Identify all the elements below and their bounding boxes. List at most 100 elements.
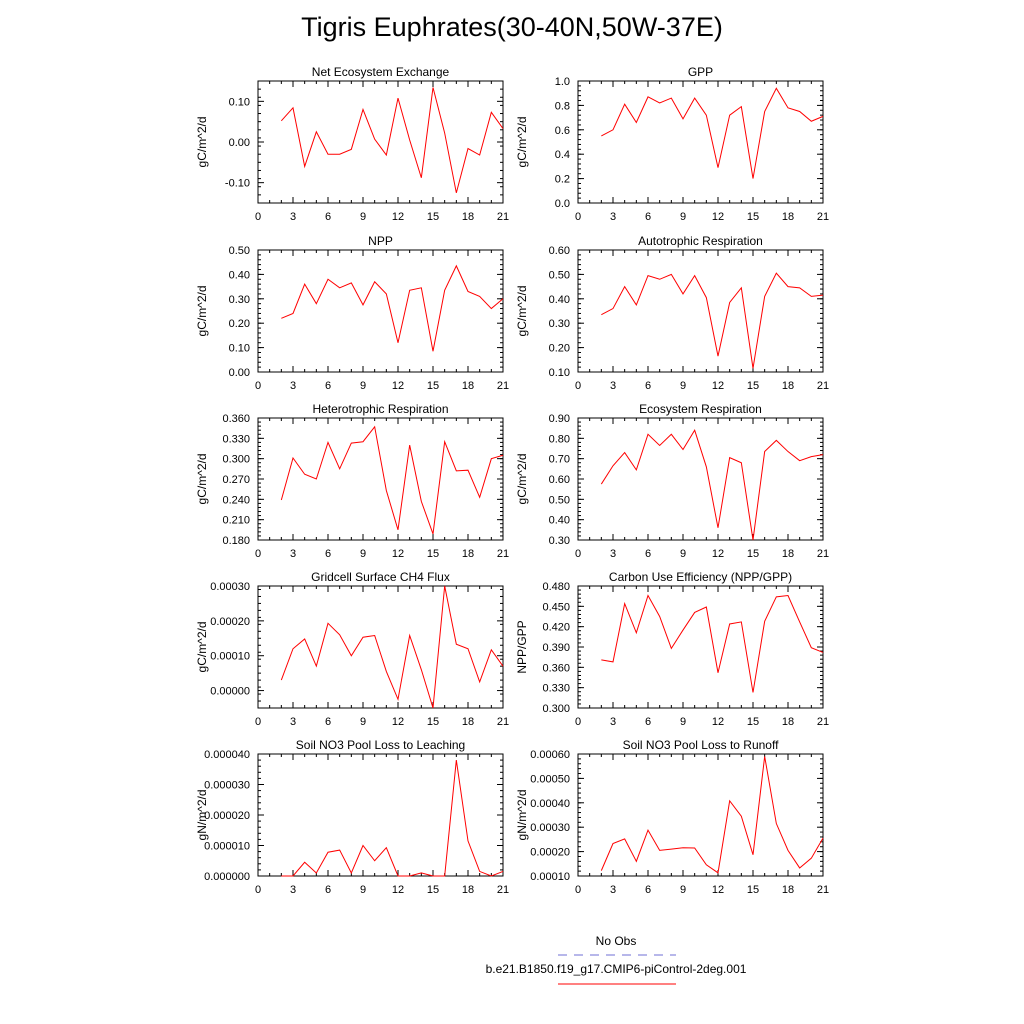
y-tick-label: 0.000040 bbox=[204, 749, 250, 761]
plot-frame bbox=[577, 80, 824, 204]
y-tick-label: 1.0 bbox=[555, 76, 570, 88]
y-tick-label: 0.30 bbox=[229, 294, 250, 306]
y-tick-label: 0.00020 bbox=[530, 847, 570, 859]
x-tick-label: 6 bbox=[645, 716, 651, 728]
x-tick-label: 18 bbox=[782, 548, 794, 560]
y-tick-label: 0.4 bbox=[555, 149, 570, 161]
plot-frame bbox=[577, 585, 824, 709]
y-tick-label: 0.40 bbox=[229, 269, 250, 281]
y-tick-label: 0.30 bbox=[549, 535, 570, 547]
x-tick-label: 3 bbox=[610, 548, 616, 560]
x-tick-label: 6 bbox=[325, 548, 331, 560]
y-tick-label: 0.70 bbox=[549, 454, 570, 466]
x-tick-label: 6 bbox=[645, 884, 651, 896]
x-tick-label: 9 bbox=[680, 211, 686, 223]
y-axis-label: gC/m^2/d bbox=[195, 454, 209, 505]
y-axis-label: gC/m^2/d bbox=[515, 454, 529, 505]
x-tick-label: 9 bbox=[360, 884, 366, 896]
y-tick-label: 0.300 bbox=[222, 454, 250, 466]
panel-title: Soil NO3 Pool Loss to Runoff bbox=[623, 738, 780, 752]
series-line bbox=[280, 425, 504, 535]
x-tick-label: 0 bbox=[255, 548, 261, 560]
y-tick-label: 0.00010 bbox=[210, 651, 250, 663]
y-tick-label: 0.10 bbox=[549, 367, 570, 379]
y-axis-label: gN/m^2/d bbox=[515, 790, 529, 841]
x-tick-label: 6 bbox=[325, 380, 331, 392]
y-tick-label: 0.0 bbox=[555, 198, 570, 210]
x-tick-label: 18 bbox=[462, 548, 474, 560]
panel-title: Ecosystem Respiration bbox=[639, 402, 762, 416]
y-tick-label: 0.270 bbox=[222, 474, 250, 486]
x-tick-label: 9 bbox=[360, 716, 366, 728]
x-tick-label: 0 bbox=[255, 380, 261, 392]
x-tick-label: 21 bbox=[497, 884, 509, 896]
x-tick-label: 9 bbox=[680, 884, 686, 896]
y-tick-label: 0.30 bbox=[549, 318, 570, 330]
y-tick-label: 0.50 bbox=[229, 245, 250, 257]
x-tick-label: 3 bbox=[610, 716, 616, 728]
x-tick-label: 15 bbox=[427, 380, 439, 392]
y-tick-label: 0.480 bbox=[542, 581, 570, 593]
panel-title: Autotrophic Respiration bbox=[638, 234, 763, 248]
panel-1: Net Ecosystem Exchange gC/m^2/d 0 3 6 9 12 15 18… bbox=[195, 65, 509, 223]
y-tick-label: 0.390 bbox=[542, 642, 570, 654]
x-tick-label: 3 bbox=[290, 211, 296, 223]
x-tick-label: 6 bbox=[645, 548, 651, 560]
plot-frame bbox=[257, 249, 504, 373]
x-tick-label: 0 bbox=[255, 716, 261, 728]
x-tick-label: 0 bbox=[575, 380, 581, 392]
panel-9: Soil NO3 Pool Loss to Leaching gN/m^2/d 0 3… bbox=[195, 738, 509, 896]
y-tick-label: 0.20 bbox=[229, 318, 250, 330]
series-line bbox=[601, 594, 824, 693]
y-tick-label: 0.50 bbox=[549, 494, 570, 506]
y-tick-label: 0.00030 bbox=[210, 581, 250, 593]
x-tick-label: 9 bbox=[680, 548, 686, 560]
x-tick-label: 12 bbox=[712, 211, 724, 223]
x-tick-label: 6 bbox=[645, 211, 651, 223]
y-tick-label: 0.00060 bbox=[530, 749, 570, 761]
y-tick-label: 0.6 bbox=[555, 125, 570, 137]
plot-frame bbox=[257, 585, 504, 709]
plot-frame bbox=[257, 753, 504, 877]
y-axis-label: gC/m^2/d bbox=[195, 622, 209, 673]
y-axis-label: gN/m^2/d bbox=[195, 790, 209, 841]
panel-6: Ecosystem Respiration gC/m^2/d 0 3 6 9 12 15 18 2… bbox=[515, 402, 829, 560]
x-tick-label: 18 bbox=[462, 716, 474, 728]
y-tick-label: 0.210 bbox=[222, 515, 250, 527]
y-tick-label: 0.20 bbox=[549, 343, 570, 355]
series-line bbox=[281, 264, 504, 352]
legend-label-no-obs: No Obs bbox=[595, 934, 637, 948]
x-tick-label: 6 bbox=[325, 211, 331, 223]
x-tick-label: 12 bbox=[392, 548, 404, 560]
y-tick-label: 0.000030 bbox=[204, 780, 250, 792]
y-tick-label: 0.00010 bbox=[530, 871, 570, 883]
x-tick-label: 21 bbox=[817, 884, 829, 896]
y-tick-label: 0.40 bbox=[549, 294, 570, 306]
y-tick-label: 0.300 bbox=[542, 703, 570, 715]
y-axis-label: gC/m^2/d bbox=[515, 286, 529, 337]
panel-title: GPP bbox=[688, 65, 713, 79]
x-tick-label: 12 bbox=[392, 884, 404, 896]
x-tick-label: 12 bbox=[392, 716, 404, 728]
x-tick-label: 21 bbox=[497, 380, 509, 392]
plot-frame bbox=[577, 249, 824, 373]
x-tick-label: 15 bbox=[747, 380, 759, 392]
x-tick-label: 0 bbox=[575, 211, 581, 223]
panel-title: Heterotrophic Respiration bbox=[312, 402, 448, 416]
x-tick-label: 12 bbox=[392, 211, 404, 223]
series-line bbox=[281, 760, 504, 877]
y-tick-label: 0.000000 bbox=[204, 871, 250, 883]
x-tick-label: 3 bbox=[290, 884, 296, 896]
x-tick-label: 18 bbox=[782, 211, 794, 223]
x-tick-label: 6 bbox=[325, 716, 331, 728]
series-line bbox=[600, 428, 824, 541]
x-tick-label: 15 bbox=[747, 211, 759, 223]
x-tick-label: 3 bbox=[610, 884, 616, 896]
x-tick-label: 0 bbox=[575, 716, 581, 728]
plot-frame bbox=[577, 753, 824, 877]
y-tick-label: 0.8 bbox=[555, 100, 570, 112]
panel-title: NPP bbox=[368, 234, 393, 248]
x-tick-label: 15 bbox=[747, 548, 759, 560]
x-tick-label: 6 bbox=[325, 884, 331, 896]
